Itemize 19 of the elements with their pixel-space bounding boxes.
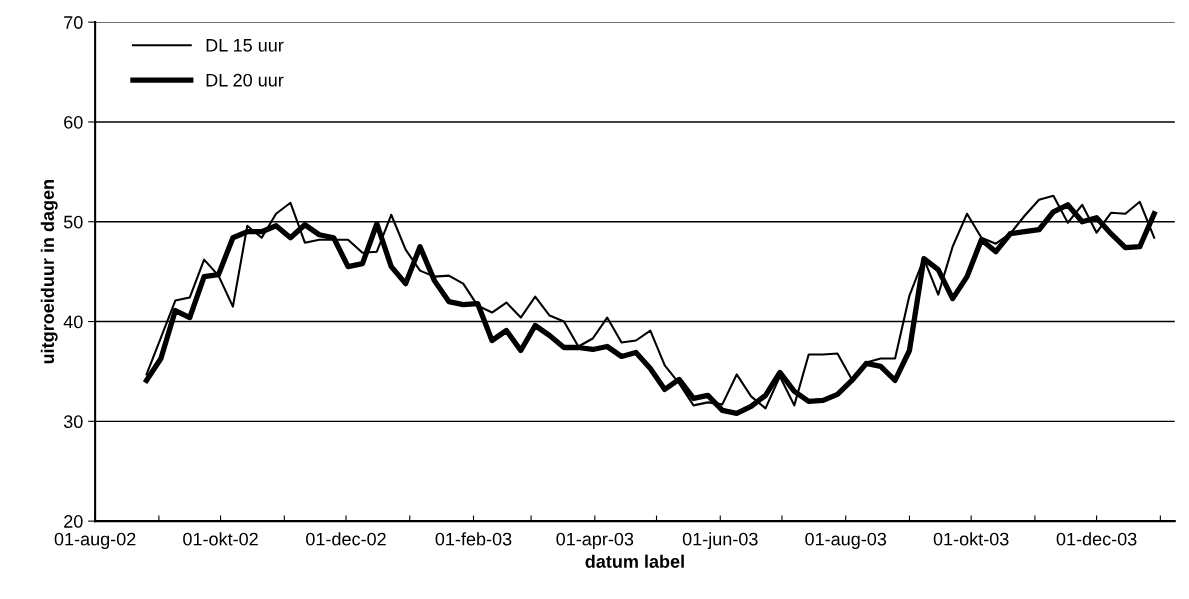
x-axis-title: datum label	[585, 554, 684, 568]
x-tick-label: 01-okt-03	[933, 532, 1009, 546]
legend-label: DL 15 uur	[206, 39, 284, 52]
x-tick-label: 01-jun-03	[682, 532, 758, 550]
y-tick-label: 20	[64, 515, 83, 528]
x-tick-label: 01-aug-03	[805, 532, 887, 550]
x-tick-label: 01-okt-02	[183, 532, 258, 546]
y-tick-label: 40	[63, 315, 83, 329]
x-tick-label: 01-dec-03	[1056, 532, 1137, 546]
y-tick-label: 30	[63, 415, 83, 429]
legend-label: DL 20 uur	[206, 73, 284, 87]
y-tick-label: 60	[64, 115, 83, 129]
x-tick-label: 01-aug-02	[54, 532, 136, 550]
y-tick-label: 70	[64, 16, 83, 29]
y-tick-label: 50	[63, 215, 83, 229]
y-axis-title: uitgroeiduur in dagen	[40, 179, 58, 364]
x-tick-label: 01-dec-02	[306, 532, 386, 546]
x-tick-label: 01-apr-03	[556, 532, 634, 550]
x-tick-label: 01-feb-03	[435, 532, 512, 546]
